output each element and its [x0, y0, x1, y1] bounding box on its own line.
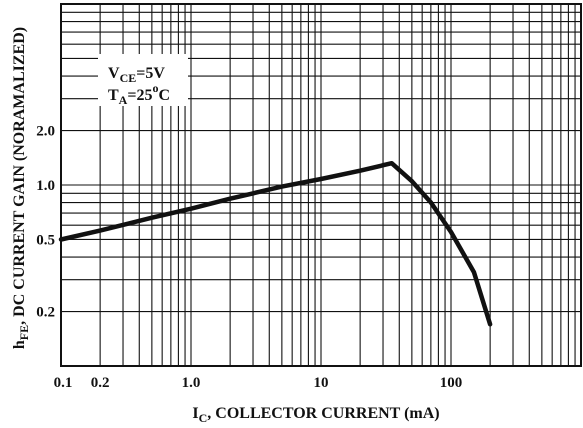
x-tick-label: 0.2 [91, 375, 110, 391]
conditions-annotation: VCE=5V TA=25oC [98, 54, 188, 107]
y-tick-label: 0.5 [36, 232, 55, 248]
x-tick-label: 100 [440, 375, 463, 391]
x-tick-label: 10 [314, 375, 329, 391]
y-axis-label: hFE, DC CURRENT GAIN (NORAMALIZED) [11, 27, 31, 349]
x-tick-label: 1.0 [182, 375, 201, 391]
y-tick-label: 0.2 [36, 305, 55, 321]
x-axis-label: IC, COLLECTOR CURRENT (mA) [192, 405, 439, 425]
y-tick-label: 1.0 [36, 178, 55, 194]
x-tick-labels: 0.1 0.2 1.0 10 100 [54, 375, 463, 391]
y-tick-labels: 2.0 1.0 0.5 0.2 [36, 124, 55, 321]
x-tick-label: 0.1 [54, 375, 73, 391]
y-tick-label: 2.0 [36, 124, 55, 140]
gain-curve [61, 163, 490, 324]
